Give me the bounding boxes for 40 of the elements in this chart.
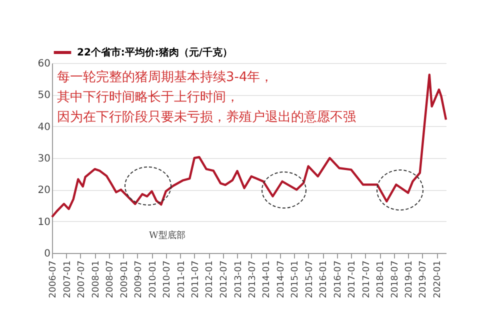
x-tick-label: 2008-07: [106, 260, 116, 298]
y-tick-label: 0: [44, 248, 50, 260]
x-tick-label: 2020-01: [433, 260, 444, 298]
x-tick-label: 2019-01: [404, 260, 415, 298]
annotation: 因为在下行阶段只要未亏损，养殖户退出的意愿不强: [57, 109, 356, 125]
y-tick-label: 60: [38, 58, 50, 70]
x-tick-label: 2008-01: [91, 260, 102, 298]
x-tick-label: 2018-07: [390, 260, 400, 298]
x-tick-label: 2019-07: [418, 260, 429, 298]
x-tick-label: 2013-01: [234, 260, 244, 298]
x-tick-label: 2016-01: [319, 260, 330, 298]
x-tick-label: 2007-07: [76, 260, 87, 298]
annotation: W型底部: [149, 230, 186, 241]
x-tick-label: 2014-07: [276, 260, 286, 298]
x-tick-label: 2012-01: [205, 260, 216, 298]
x-tick-label: 2018-01: [376, 260, 386, 298]
x-tick-label: 2013-07: [248, 260, 258, 298]
x-tick-label: 2006-07: [48, 260, 58, 298]
x-tick-label: 2010-07: [162, 260, 172, 298]
legend-label: 22个省市:平均价:猪肉（元/千克）: [77, 46, 233, 58]
x-tick-label: 2017-07: [362, 260, 372, 298]
x-tick-label: 2011-01: [176, 260, 187, 298]
y-tick-label: 10: [38, 216, 50, 228]
x-tick-label: 2009-07: [134, 260, 144, 298]
x-tick-label: 2007-01: [62, 260, 73, 298]
x-tick-label: 2015-01: [290, 260, 301, 298]
x-tick-label: 2014-01: [262, 260, 272, 298]
y-tick-label: 50: [38, 90, 50, 102]
y-tick-label: 40: [38, 122, 50, 133]
x-tick-label: 2009-01: [120, 260, 130, 298]
y-tick-label: 20: [38, 185, 50, 196]
x-tick-label: 2015-07: [304, 260, 315, 298]
x-tick-label: 2017-01: [348, 260, 358, 298]
y-tick-label: 30: [38, 154, 50, 164]
annotation: 每一轮完整的猪周期基本持续3-4年，: [57, 69, 274, 85]
annotation: 其中下行时间略长于上行时间，: [57, 90, 239, 105]
x-tick-label: 2011-07: [190, 260, 201, 298]
x-tick-label: 2012-07: [219, 260, 230, 298]
x-tick-label: 2010-01: [148, 260, 158, 298]
x-tick-label: 2016-07: [333, 260, 344, 298]
